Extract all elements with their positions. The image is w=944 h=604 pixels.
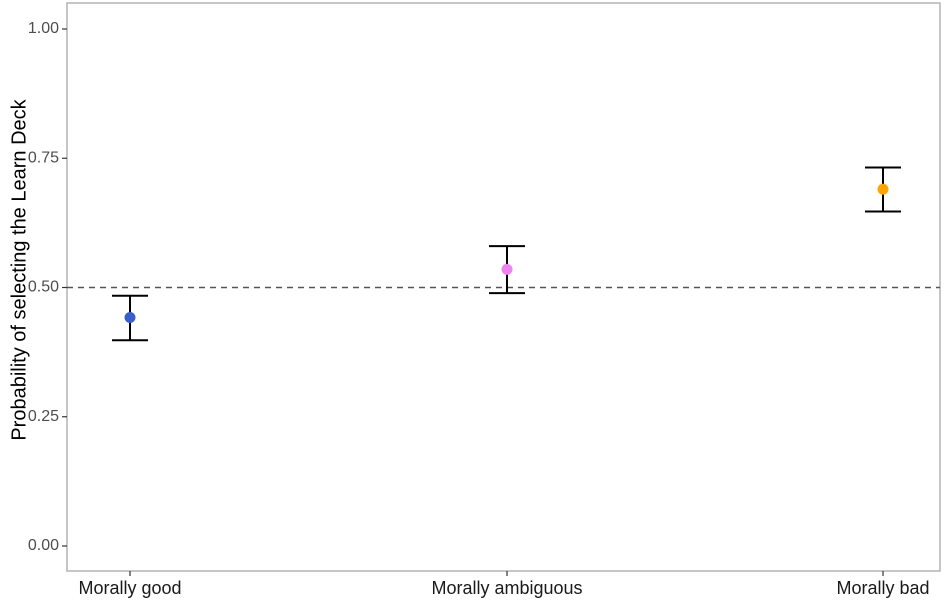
y-tick-label: 0.50 [28, 279, 59, 296]
y-axis-ticks: 0.00 0.25 0.50 0.75 1.00 [28, 20, 67, 554]
data-point [501, 263, 513, 275]
data-point [124, 311, 136, 323]
y-tick-label: 0.00 [28, 537, 59, 554]
x-category-label: Morally bad [836, 578, 929, 598]
data-point [877, 183, 889, 195]
y-tick-label: 0.75 [28, 149, 59, 166]
y-axis-title: Probability of selecting the Learn Deck [8, 98, 30, 440]
y-tick-label: 0.25 [28, 408, 59, 425]
x-category-label: Morally good [78, 578, 181, 598]
y-tick-label: 1.00 [28, 20, 59, 37]
x-axis-categories: Morally good Morally ambiguous Morally bad [78, 571, 930, 598]
data-points [124, 183, 889, 323]
x-category-label: Morally ambiguous [431, 578, 582, 598]
